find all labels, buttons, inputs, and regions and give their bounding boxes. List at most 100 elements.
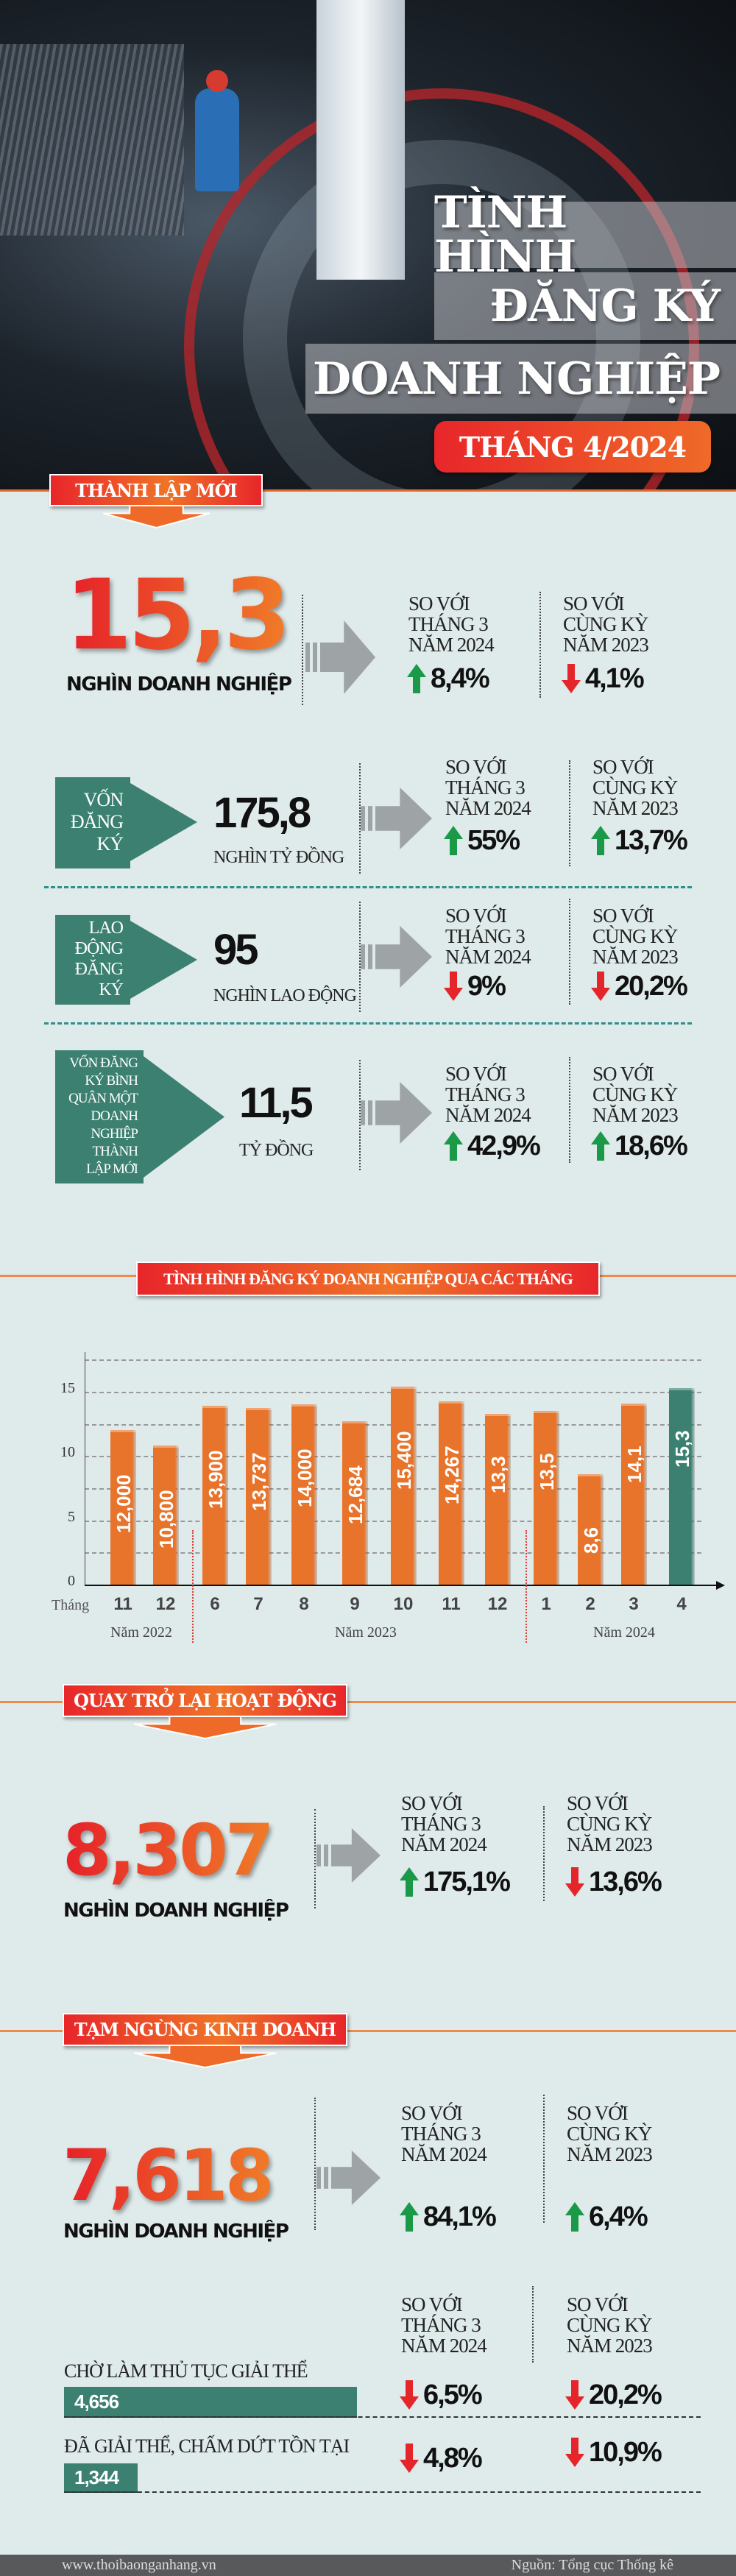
metric-labor-value: 95 <box>213 926 258 974</box>
compare-label-line: NĂM 2024 <box>401 1833 487 1855</box>
compare-label-line: CÙNG KỲ <box>567 1813 652 1835</box>
change-percent: 42,9% <box>467 1130 541 1161</box>
dotted-divider <box>314 2098 316 2230</box>
y-tick-label: 5 <box>68 1508 75 1525</box>
x-tick-label: 11 <box>113 1594 132 1614</box>
dotted-divider <box>539 592 541 698</box>
compare-label-line: NĂM 2023 <box>567 2335 653 2357</box>
row-divider <box>64 2416 701 2418</box>
bar-data-label: 14,267 <box>441 1446 463 1504</box>
suspended-value: 7,618 <box>63 2134 275 2217</box>
metric-arrow-icon <box>130 783 197 861</box>
bar-data-label: 12,000 <box>113 1474 135 1534</box>
gridline <box>85 1423 701 1426</box>
arrow-up-icon <box>444 1131 463 1161</box>
compare-label-line: NĂM 2023 <box>563 634 649 656</box>
compare-label-line: NĂM 2023 <box>567 1833 653 1855</box>
metric-arrow-icon <box>144 1056 224 1178</box>
compare-label-line: THÁNG 3 <box>408 613 489 635</box>
label-line: ĐĂNG <box>74 960 124 979</box>
metric-label-avg-capital: VỐN ĐĂNG KÝ BÌNH QUÂN MỘT DOANH NGHIỆP T… <box>55 1050 144 1183</box>
row-divider <box>44 1022 692 1025</box>
gray-arrow-icon <box>361 1082 432 1144</box>
returning-unit: NGHÌN DOANH NGHIỆP <box>63 1900 289 1922</box>
arrow-down-icon <box>591 972 610 1001</box>
change-percent: 6,5% <box>423 2379 483 2410</box>
title-line-2: ĐĂNG KÝ <box>434 272 736 340</box>
compare-label-line: THÁNG 3 <box>445 925 526 947</box>
compare-label-line: THÁNG 3 <box>445 776 526 799</box>
compare-label-line: CÙNG KỲ <box>592 1083 678 1105</box>
banner-down-arrow-icon <box>132 2045 278 2070</box>
metric-label-capital: VỐN ĐĂNG KÝ <box>55 777 130 868</box>
chart-bar <box>153 1446 179 1585</box>
returning-value: 8,307 <box>63 1809 275 1892</box>
x-tick-label: 12 <box>155 1594 176 1614</box>
change-percent: 18,6% <box>615 1130 688 1161</box>
gray-arrow-icon <box>316 1828 381 1883</box>
row-divider <box>64 2491 701 2493</box>
change-percent: 8,4% <box>431 663 490 694</box>
change-percent: 20,2% <box>589 2379 662 2410</box>
label-line: KÝ <box>96 833 124 854</box>
label-line: THÀNH <box>92 1144 139 1159</box>
gridline <box>85 1391 701 1393</box>
compare-label-line: NĂM 2023 <box>592 797 679 819</box>
gridline <box>85 1520 701 1522</box>
x-tick-label: 2 <box>585 1594 595 1614</box>
bar-data-label: 14,1 <box>623 1446 645 1483</box>
gray-arrow-icon <box>361 788 432 849</box>
dotted-divider <box>543 2095 545 2223</box>
y-tick-label: 10 <box>60 1444 75 1461</box>
label-line: LẬP MỚI <box>86 1161 138 1177</box>
bar-data-label: 13,5 <box>536 1453 558 1491</box>
arrow-up-icon <box>400 1867 419 1897</box>
bar-data-label: 8,6 <box>580 1526 602 1554</box>
compare-label-line: SO VỚI <box>445 905 507 927</box>
gray-arrow-icon <box>316 2151 381 2205</box>
hero-divider <box>0 489 736 492</box>
arrow-up-icon <box>407 664 426 693</box>
year-separator <box>192 1530 194 1643</box>
compare-label-line: CÙNG KỲ <box>563 613 648 635</box>
compare-label-line: NĂM 2024 <box>445 797 531 819</box>
bar-data-label: 12,684 <box>344 1465 367 1525</box>
x-tick-label: 10 <box>393 1594 414 1614</box>
chart-bar <box>342 1421 368 1585</box>
label-line: VỐN ĐĂNG <box>69 1055 138 1071</box>
x-tick-label: 6 <box>210 1594 220 1614</box>
section-line-suspended <box>0 2030 736 2032</box>
compare-label-line: THÁNG 3 <box>401 2314 481 2336</box>
bar-data-label: 13,737 <box>248 1452 270 1511</box>
chart-bar <box>391 1386 417 1585</box>
metric-labor-unit: NGHÌN LAO ĐỘNG <box>213 986 357 1005</box>
compare-label-line: THÁNG 3 <box>445 1083 526 1105</box>
year-group-label: Năm 2023 <box>335 1624 397 1641</box>
metric-capital-value: 175,8 <box>213 789 311 837</box>
chart-title: TÌNH HÌNH ĐĂNG KÝ DOANH NGHIỆP QUA CÁC T… <box>136 1262 600 1296</box>
x-tick-label: 3 <box>629 1594 639 1614</box>
arrow-down-icon <box>400 2444 419 2473</box>
label-line: VỐN <box>83 789 124 810</box>
yarn-rack-decoration <box>0 44 184 236</box>
change-percent: 84,1% <box>423 2201 497 2232</box>
dotted-divider <box>532 2286 534 2363</box>
metric-avg-capital-value: 11,5 <box>239 1079 314 1127</box>
compare-label-line: SO VỚI <box>401 2293 463 2315</box>
chart-bar <box>202 1406 228 1585</box>
chart-bar <box>534 1411 559 1585</box>
section-banner-returning: QUAY TRỞ LẠI HOẠT ĐỘNG <box>63 1684 347 1717</box>
section-line-returning <box>0 1701 736 1703</box>
change-percent: 9% <box>467 971 506 1002</box>
compare-label-line: NĂM 2024 <box>408 634 495 656</box>
bar-data-label: 13,900 <box>205 1450 227 1510</box>
title-line-3: DOANH NGHIỆP <box>305 344 736 414</box>
label-line: ĐỘNG <box>74 939 124 958</box>
metric-avg-capital-unit: TỶ ĐỒNG <box>239 1141 314 1160</box>
change-percent: 55% <box>467 825 520 856</box>
footer-website-link[interactable]: www.thoibaonganhang.vn <box>62 2557 216 2573</box>
chart-bar <box>246 1408 272 1585</box>
section-banner-suspended: TẠM NGỪNG KINH DOANH <box>63 2013 347 2046</box>
arrow-down-icon <box>565 2380 584 2410</box>
compare-label-line: CÙNG KỲ <box>567 2314 652 2336</box>
